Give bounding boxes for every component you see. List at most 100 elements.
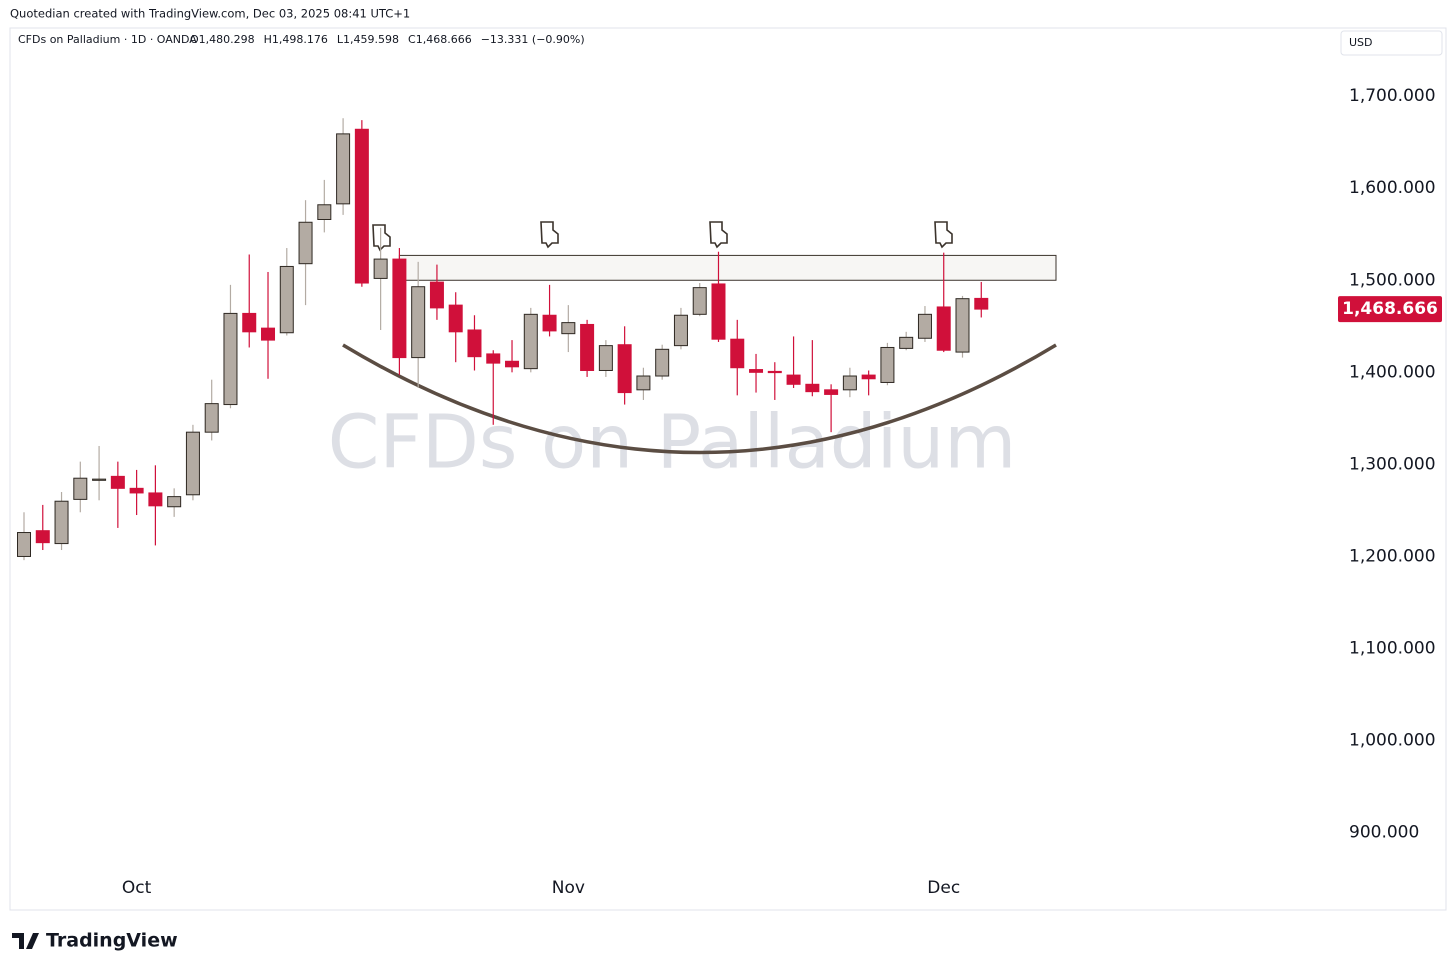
candle-body (730, 338, 745, 369)
candle-body (354, 128, 369, 284)
ohlc-label: H1,498.176 (264, 33, 328, 46)
candle (899, 331, 914, 351)
candle (317, 179, 332, 233)
candle (223, 284, 238, 409)
pointer-icon (934, 221, 953, 249)
ohlc-label: −13.331 (−0.90%) (481, 33, 585, 46)
candle-body (617, 344, 632, 394)
y-tick-label: 1,700.000 (1349, 86, 1436, 106)
candle-body (411, 286, 426, 359)
candle (824, 384, 839, 433)
pointer-icon (372, 224, 391, 252)
candle (167, 488, 182, 517)
candle-body (448, 304, 463, 333)
y-tick-label: 1,200.000 (1349, 546, 1436, 566)
x-tick-label: Oct (122, 878, 152, 898)
candle (373, 227, 388, 330)
candle (73, 461, 88, 513)
candle-body (636, 375, 651, 391)
candle-body (523, 313, 538, 370)
candle-body (824, 389, 839, 395)
candle (148, 465, 163, 546)
candle-body (392, 258, 407, 359)
candle (523, 307, 538, 373)
currency-box[interactable] (1340, 30, 1443, 56)
candle-body (73, 477, 88, 500)
candle (204, 379, 219, 441)
candle (17, 512, 31, 561)
watermark: CFDs on Palladium (328, 400, 1017, 486)
candle (354, 120, 369, 287)
candle (242, 254, 257, 348)
candle (336, 118, 351, 215)
candle (711, 251, 726, 342)
cup-curve (342, 343, 1057, 455)
candle-body (486, 353, 501, 364)
candle-body (974, 297, 989, 310)
candle-body (35, 530, 50, 544)
candle-body (17, 532, 31, 557)
candle-body (786, 374, 801, 385)
ohlc-label: C1,468.666 (408, 33, 472, 46)
candle-body (204, 403, 219, 433)
candle-body (917, 313, 932, 339)
symbol-legend: CFDs on Palladium · 1D · OANDA (18, 33, 197, 46)
candle-body (767, 370, 782, 374)
candle-body (899, 336, 914, 349)
candle-body (936, 306, 951, 351)
candle (805, 340, 820, 397)
candle-body (373, 258, 388, 279)
last-price-label: 1,468.666 (1342, 299, 1438, 319)
brand-logo: TradingView (12, 930, 178, 952)
x-tick-label: Dec (927, 878, 960, 898)
candle (411, 261, 426, 388)
candle-body (673, 314, 688, 347)
candle-body (279, 265, 294, 334)
candle (974, 281, 989, 318)
last-price-tag (1338, 296, 1442, 323)
candle (392, 248, 407, 376)
candle-body (711, 283, 726, 340)
candle-body (561, 322, 576, 335)
candle-body (242, 312, 257, 333)
candle (749, 353, 764, 393)
candle-body (861, 374, 876, 380)
candle-body (167, 496, 182, 508)
resistance-zone (398, 254, 1057, 281)
brand: TradingView (46, 930, 178, 952)
candle (917, 306, 932, 342)
candle (429, 264, 444, 320)
candle (786, 336, 801, 388)
candle (298, 200, 313, 306)
candle (185, 424, 200, 501)
candle-body (580, 323, 595, 371)
candle-body (429, 281, 444, 309)
candle (673, 307, 688, 350)
y-tick-label: 1,000.000 (1349, 731, 1436, 751)
candle (261, 271, 276, 379)
candle (861, 370, 876, 396)
candle (561, 305, 576, 353)
candle (767, 362, 782, 400)
candle-body (298, 221, 313, 265)
candle-body (261, 327, 276, 341)
candle-body (655, 348, 670, 377)
candle-body (749, 369, 764, 373)
y-tick-label: 1,100.000 (1349, 639, 1436, 659)
candle (955, 295, 970, 358)
candle-body (842, 375, 857, 391)
candle-body (92, 478, 107, 481)
y-tick-label: 1,400.000 (1349, 362, 1436, 382)
candle (598, 340, 613, 377)
candle-body (598, 345, 613, 371)
credit: Quotedian created with TradingView.com, … (10, 7, 410, 21)
candle-body (129, 487, 144, 494)
currency[interactable]: USD (1349, 36, 1373, 49)
candle (129, 469, 144, 516)
candle-body (505, 360, 520, 368)
candle (617, 326, 632, 405)
candle-body (185, 431, 200, 496)
candle (936, 252, 951, 353)
candle-body (805, 383, 820, 393)
